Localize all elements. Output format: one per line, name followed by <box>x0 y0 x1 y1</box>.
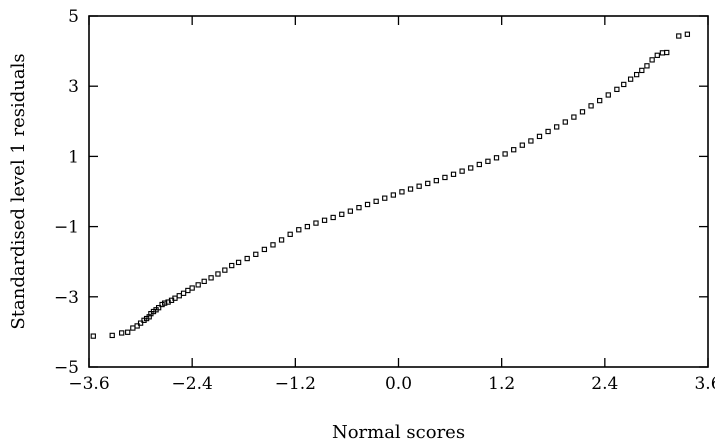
data-point <box>235 259 242 266</box>
data-point <box>493 155 500 161</box>
data-point <box>654 52 660 58</box>
data-point <box>134 323 140 329</box>
data-point <box>162 300 168 306</box>
data-point <box>627 76 634 82</box>
data-point <box>201 278 207 285</box>
data-point <box>676 33 682 39</box>
data-point <box>109 332 115 339</box>
x-tick-label: −1.2 <box>275 374 316 394</box>
data-point <box>468 165 474 171</box>
data-point <box>137 320 144 326</box>
data-point <box>330 214 336 221</box>
data-point <box>633 71 640 78</box>
data-point <box>511 147 517 153</box>
data-point <box>390 192 396 198</box>
data-point <box>229 262 235 269</box>
data-point <box>339 211 345 217</box>
data-point <box>407 186 414 192</box>
data-point <box>485 158 491 164</box>
data-point <box>571 114 577 120</box>
x-tick-label: −3.6 <box>68 374 109 394</box>
data-point <box>90 333 96 339</box>
data-point <box>459 168 465 174</box>
data-point <box>347 208 354 214</box>
data-point <box>189 285 195 291</box>
x-tick-label: −2.4 <box>172 374 213 394</box>
data-point <box>614 86 620 93</box>
data-point <box>270 242 276 248</box>
data-point <box>644 63 650 69</box>
y-tick-label: 1 <box>68 147 79 167</box>
data-point <box>356 204 362 211</box>
y-tick-label: −5 <box>54 358 79 378</box>
data-point <box>416 183 422 189</box>
data-point <box>536 133 543 140</box>
data-point <box>155 305 162 311</box>
data-point <box>597 97 603 104</box>
data-point <box>321 217 328 223</box>
data-point <box>433 177 439 184</box>
data-point <box>450 171 457 177</box>
data-point <box>296 227 302 233</box>
data-point <box>684 31 691 37</box>
y-tick-label: 3 <box>68 77 79 97</box>
data-point <box>649 57 655 63</box>
data-point <box>125 329 131 335</box>
data-point <box>195 282 201 288</box>
data-point <box>664 49 670 56</box>
data-point <box>130 325 136 331</box>
data-point <box>244 255 250 262</box>
labels-layer: −3.6 −2.4 −1.2 0.0 1.2 2.4 3.6 −5 −3 −1 1 3 5 <box>54 7 715 394</box>
data-point <box>442 174 448 181</box>
ticks-layer <box>88 15 709 368</box>
data-point <box>208 275 214 281</box>
y-tick-label: −1 <box>54 218 79 238</box>
x-tick-label: 1.2 <box>488 374 515 394</box>
data-point <box>185 287 191 294</box>
x-tick-label: 2.4 <box>591 374 618 394</box>
data-point <box>313 220 319 226</box>
data-point <box>502 151 508 157</box>
data-point <box>659 50 666 56</box>
y-tick-label: −3 <box>54 288 79 308</box>
data-point <box>476 161 482 168</box>
data-point <box>222 267 228 273</box>
data-point <box>639 67 645 74</box>
y-axis-title: Standardised level 1 residuals <box>8 53 29 329</box>
data-point <box>119 330 125 336</box>
x-tick-label: 0.0 <box>385 374 412 394</box>
data-point <box>287 231 293 237</box>
x-axis-title: Normal scores <box>332 422 465 443</box>
points-layer <box>90 31 691 339</box>
data-point <box>364 201 371 208</box>
data-point <box>399 189 405 195</box>
data-point <box>605 92 611 98</box>
y-tick-label: 5 <box>68 7 79 27</box>
data-point <box>215 271 221 277</box>
data-point <box>304 223 311 230</box>
data-point <box>519 142 525 148</box>
x-tick-label: 3.6 <box>694 374 715 394</box>
data-point <box>554 124 560 130</box>
data-point <box>176 293 182 299</box>
data-point <box>253 251 259 257</box>
data-point <box>545 128 551 135</box>
data-point <box>373 198 379 204</box>
data-point <box>621 81 627 88</box>
data-point <box>528 138 534 144</box>
data-point <box>579 109 586 115</box>
data-point <box>382 195 388 201</box>
plot-frame <box>88 15 709 368</box>
data-point <box>562 119 568 125</box>
plot-area <box>88 15 709 368</box>
data-point <box>425 180 431 187</box>
data-point <box>180 290 187 296</box>
data-point <box>261 246 268 253</box>
data-point <box>278 237 285 243</box>
data-point <box>588 103 594 109</box>
